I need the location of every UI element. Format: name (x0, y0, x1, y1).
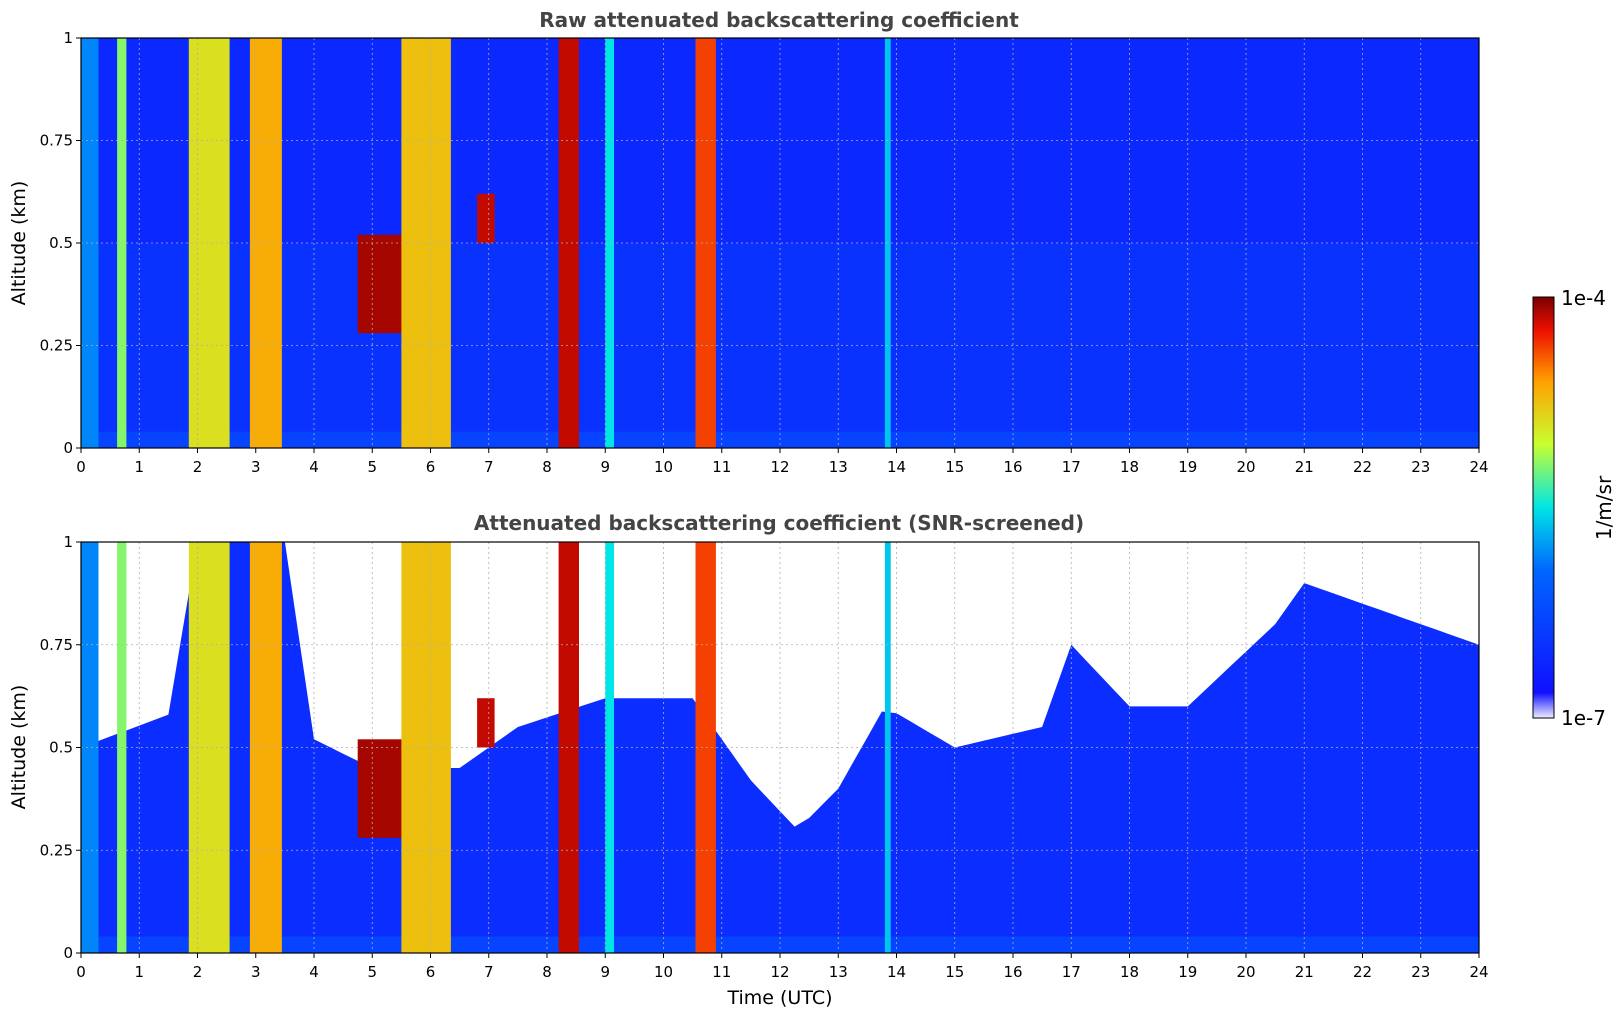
x-tick-label: 20 (1236, 458, 1255, 476)
y-tick-label: 1 (63, 29, 73, 47)
x-tick-label: 0 (76, 963, 86, 981)
colorbar-unit-label: 1/m/sr (1592, 475, 1616, 540)
x-tick-label: 4 (309, 458, 319, 476)
x-tick-label: 5 (367, 458, 377, 476)
y-tick-label: 0.5 (49, 739, 73, 757)
x-tick-label: 14 (887, 458, 906, 476)
x-tick-label: 6 (426, 963, 436, 981)
heatmap-feature (357, 234, 405, 334)
x-tick-label: 15 (945, 963, 964, 981)
heatmap-feature (695, 542, 716, 953)
x-tick-label: 19 (1178, 963, 1197, 981)
x-tick-label: 24 (1469, 458, 1488, 476)
x-tick-label: 9 (600, 458, 610, 476)
x-tick-label: 2 (193, 963, 203, 981)
y-tick-label: 0 (63, 944, 73, 962)
x-tick-label: 16 (1003, 963, 1022, 981)
x-tick-label: 6 (426, 458, 436, 476)
x-tick-label: 11 (712, 458, 731, 476)
heatmap-feature (605, 38, 614, 448)
x-tick-label: 2 (193, 458, 203, 476)
heatmap-feature (188, 542, 230, 953)
x-tick-label: 16 (1003, 458, 1022, 476)
top-y-axis-label: Altitude (km) (8, 181, 30, 306)
x-tick-label: 4 (309, 963, 319, 981)
x-tick-label: 10 (654, 963, 673, 981)
y-tick-label: 1 (63, 533, 73, 551)
x-tick-label: 17 (1062, 963, 1081, 981)
x-tick-label: 13 (829, 458, 848, 476)
heatmap-feature (81, 542, 99, 953)
x-tick-label: 21 (1295, 963, 1314, 981)
x-tick-label: 13 (829, 963, 848, 981)
bottom-y-axis: 0 0.25 0.5 0.75 1 (40, 533, 81, 962)
colorbar: 1e-4 1e-7 1/m/sr (1532, 286, 1616, 730)
x-tick-label: 18 (1120, 458, 1139, 476)
heatmap-feature (81, 38, 99, 448)
y-tick-label: 0.25 (40, 337, 73, 355)
heatmap-feature (357, 739, 405, 838)
x-tick-label: 8 (542, 963, 552, 981)
y-tick-label: 0 (63, 439, 73, 457)
x-tick-label: 7 (484, 458, 494, 476)
heatmap-feature (188, 38, 230, 448)
x-tick-label: 12 (770, 458, 789, 476)
x-tick-label: 9 (600, 963, 610, 981)
x-tick-label: 1 (134, 963, 144, 981)
top-panel: Raw attenuated backscattering coefficien… (8, 8, 1489, 476)
x-tick-label: 14 (887, 963, 906, 981)
x-tick-label: 10 (654, 458, 673, 476)
heatmap-feature (695, 38, 716, 448)
top-x-axis: 0 1 2 3 4 5 6 7 8 9 10 11 12 13 14 15 16 17 18 19 20 21 22 23 24 (76, 448, 1489, 476)
top-y-axis: 0 0.25 0.5 0.75 1 (40, 29, 81, 457)
x-tick-label: 0 (76, 458, 86, 476)
x-tick-label: 18 (1120, 963, 1139, 981)
heatmap-feature (477, 698, 495, 748)
x-tick-label: 11 (712, 963, 731, 981)
bottom-x-axis-label: Time (UTC) (726, 987, 832, 1009)
y-tick-label: 0.5 (49, 234, 73, 252)
bottom-y-axis-label: Altitude (km) (8, 685, 30, 810)
surface-band (81, 936, 1479, 953)
x-tick-label: 24 (1469, 963, 1488, 981)
bottom-x-axis: 0 1 2 3 4 5 6 7 8 9 10 11 12 13 14 15 16 17 18 19 20 21 22 23 24 (76, 953, 1489, 981)
top-grid (80, 37, 1480, 449)
x-tick-label: 19 (1178, 458, 1197, 476)
x-tick-label: 22 (1353, 458, 1372, 476)
x-tick-label: 22 (1353, 963, 1372, 981)
x-tick-label: 20 (1236, 963, 1255, 981)
x-tick-label: 1 (134, 458, 144, 476)
bottom-panel: Attenuated backscattering coefficient (S… (8, 511, 1489, 1009)
colorbar-min-label: 1e-7 (1561, 706, 1606, 730)
heatmap-feature (605, 542, 614, 953)
x-tick-label: 15 (945, 458, 964, 476)
x-tick-label: 23 (1411, 963, 1430, 981)
x-tick-label: 17 (1062, 458, 1081, 476)
y-tick-label: 0.75 (40, 132, 73, 150)
heatmap-feature (558, 38, 579, 448)
y-tick-label: 0.75 (40, 636, 73, 654)
top-panel-title: Raw attenuated backscattering coefficien… (539, 8, 1019, 32)
x-tick-label: 7 (484, 963, 494, 981)
heatmap-feature (558, 542, 579, 953)
heatmap-feature (477, 193, 495, 243)
x-tick-label: 23 (1411, 458, 1430, 476)
y-tick-label: 0.25 (40, 841, 73, 859)
x-tick-label: 3 (251, 458, 261, 476)
bottom-panel-title: Attenuated backscattering coefficient (S… (474, 511, 1084, 535)
x-tick-label: 8 (542, 458, 552, 476)
x-tick-label: 5 (367, 963, 377, 981)
colorbar-max-label: 1e-4 (1561, 286, 1606, 310)
x-tick-label: 12 (770, 963, 789, 981)
x-tick-label: 21 (1295, 458, 1314, 476)
x-tick-label: 3 (251, 963, 261, 981)
colorbar-gradient (1532, 296, 1555, 719)
